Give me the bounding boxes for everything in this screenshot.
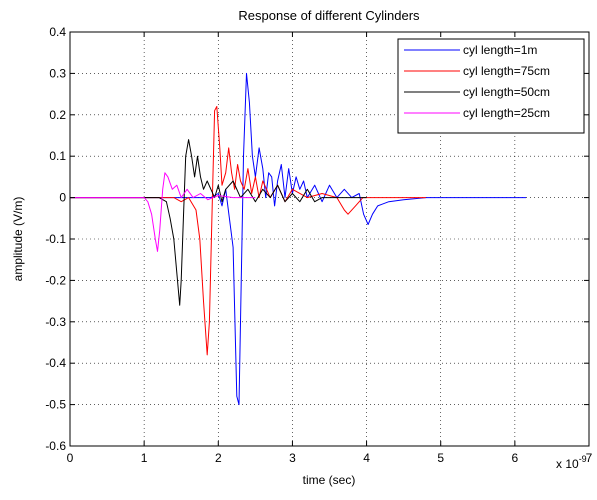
legend-box bbox=[397, 38, 585, 134]
chart-title: Response of different Cylinders bbox=[238, 8, 420, 23]
axis-ticks: 0 1 2 3 4 5 6 7 -0.6 -0.5 -0.4 -0.3 -0.2 -0.1 0 0.1 0.2 0… bbox=[45, 25, 592, 465]
x-tick-label: 6 bbox=[512, 451, 519, 465]
x-tick-label: 7 bbox=[586, 451, 593, 465]
y-tick-label: 0.1 bbox=[49, 149, 66, 163]
x-tick-label: 2 bbox=[215, 451, 222, 465]
y-tick-label: -0.2 bbox=[45, 273, 66, 287]
legend-label-2: cyl length=50cm bbox=[463, 85, 550, 99]
series-line-0 bbox=[70, 72, 526, 406]
y-tick-label: 0.4 bbox=[49, 25, 66, 39]
x-tick-label: 0 bbox=[67, 451, 74, 465]
legend-label-0: cyl length=1m bbox=[463, 43, 537, 57]
legend-label-3: cyl length=25cm bbox=[463, 106, 550, 120]
x-tick-label: 4 bbox=[363, 451, 370, 465]
x-tick-label: 3 bbox=[289, 451, 296, 465]
x-tick-label: 1 bbox=[141, 451, 148, 465]
y-tick-label: -0.1 bbox=[45, 232, 66, 246]
y-tick-label: -0.3 bbox=[45, 315, 66, 329]
legend: cyl length=1m cyl length=75cm cyl length=5… bbox=[397, 38, 585, 134]
series-line-2 bbox=[70, 139, 367, 306]
x-axis-multiplier-base: x 10 bbox=[556, 457, 579, 471]
x-axis-multiplier: x 10-9 bbox=[556, 454, 587, 471]
y-tick-label: -0.5 bbox=[45, 398, 66, 412]
legend-label-1: cyl length=75cm bbox=[463, 64, 550, 78]
y-tick-label: 0.3 bbox=[49, 66, 66, 80]
y-tick-label: 0 bbox=[59, 191, 66, 205]
series-layer bbox=[70, 72, 526, 406]
x-axis-label: time (sec) bbox=[303, 473, 356, 487]
y-tick-label: 0.2 bbox=[49, 108, 66, 122]
y-tick-label: -0.6 bbox=[45, 439, 66, 453]
x-axis-multiplier-exponent: -9 bbox=[579, 454, 587, 464]
series-line-1 bbox=[70, 106, 426, 356]
series-line-3 bbox=[70, 172, 256, 252]
x-tick-label: 5 bbox=[437, 451, 444, 465]
y-tick-label: -0.4 bbox=[45, 356, 66, 370]
y-axis-label: amplitude (V/m) bbox=[11, 197, 25, 282]
